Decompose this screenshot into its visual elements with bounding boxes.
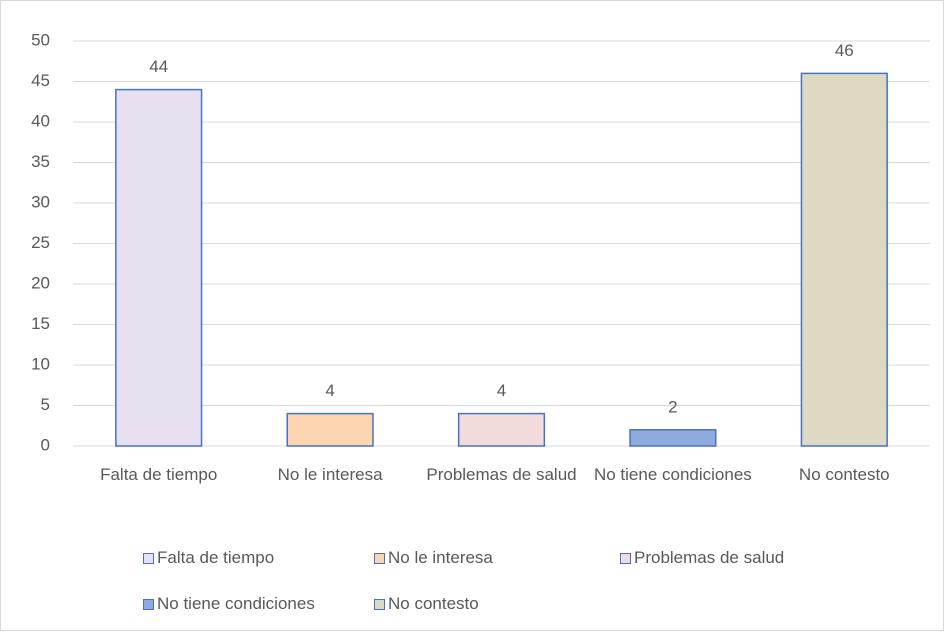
bar [115,88,203,447]
legend-swatch [620,552,631,564]
y-tick-label: 5 [41,395,50,414]
legend-label: No contesto [388,594,479,613]
data-label: 2 [668,397,677,416]
legend: Falta de tiempo No le interesa Problemas d… [143,545,784,617]
y-tick-label: 25 [31,233,50,252]
data-label: 46 [835,41,854,60]
legend-label: Problemas de salud [634,548,785,567]
legend-item: No tiene condiciones [143,591,374,617]
y-tick-label: 0 [41,435,50,454]
data-label: 4 [325,381,334,400]
y-tick-label: 20 [31,273,50,292]
y-tick-label: 10 [31,354,50,373]
legend-label: No le interesa [388,548,493,567]
y-tick-label: 35 [31,152,50,171]
y-tick-label: 15 [31,314,50,333]
legend-label: Falta de tiempo [157,548,275,567]
legend-swatch [374,552,385,564]
x-tick-label: Falta de tiempo [100,465,218,484]
data-label: 44 [149,57,168,76]
legend-swatch [374,598,385,610]
y-tick-label: 30 [31,192,50,211]
legend-item: Problemas de salud [620,545,784,571]
x-tick-label: No le interesa [277,465,383,484]
bar [629,429,717,447]
x-tick-label: No tiene condiciones [593,465,752,484]
x-tick-label: No contesto [798,465,890,484]
legend-swatch [143,598,154,610]
legend-item: Falta de tiempo [143,545,374,571]
y-tick-label: 40 [31,111,50,130]
bar [286,412,374,447]
legend-item: No contesto [374,591,620,617]
bar [800,72,888,447]
legend-item: No le interesa [374,545,620,571]
legend-label: No tiene condiciones [157,594,315,613]
y-tick-label: 45 [31,71,50,90]
bar [457,412,546,447]
y-tick-label: 50 [31,30,50,49]
x-tick-label: Problemas de salud [426,465,577,484]
data-label: 4 [497,381,506,400]
legend-swatch [143,552,154,564]
